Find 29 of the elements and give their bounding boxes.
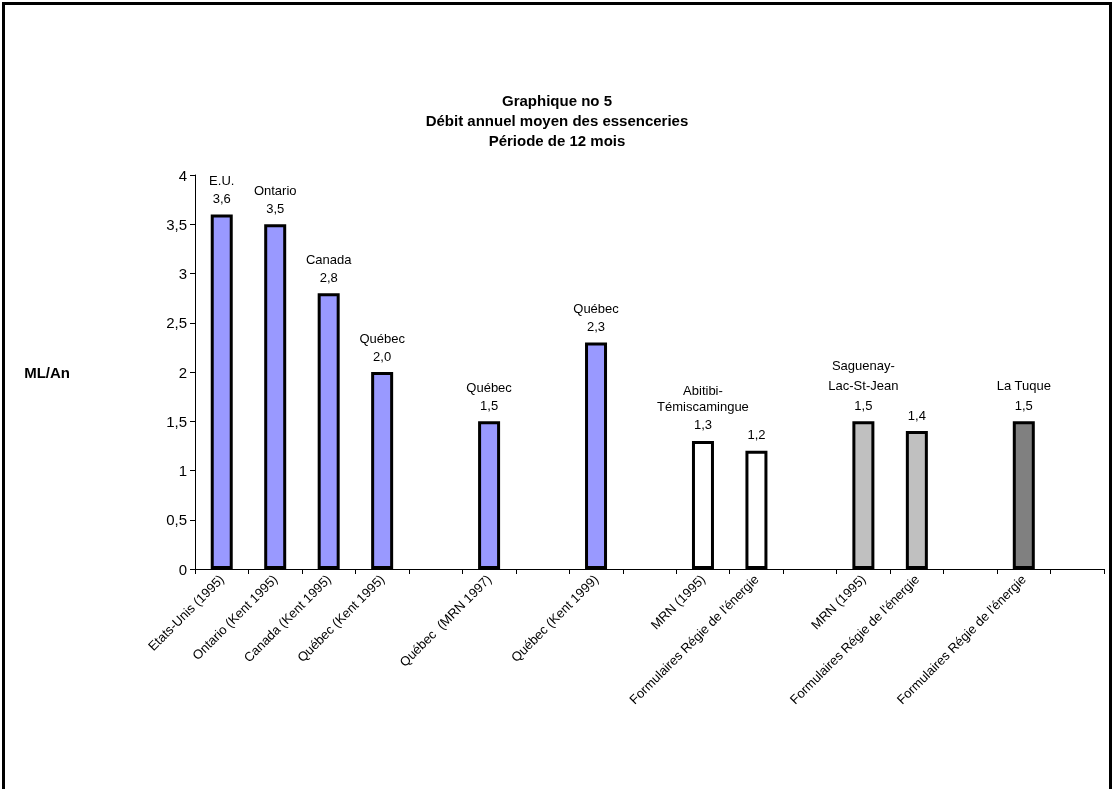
y-tick-label: 4 xyxy=(178,166,187,184)
y-tick-label: 1,5 xyxy=(166,412,187,430)
annotation: Abitibi- Témiscamingue xyxy=(657,383,749,415)
y-axis-title: ML/An xyxy=(24,363,70,381)
data-label: 1,4 xyxy=(907,407,926,423)
annotation: Canada xyxy=(305,251,353,267)
chart-title: Graphique no 5 Débit annuel moyen des essenceries Période de 12 mois xyxy=(425,91,689,149)
y-tick-label: 2 xyxy=(178,363,187,381)
annotation: Québec xyxy=(359,330,406,346)
y-tick-label: 0,5 xyxy=(166,511,187,529)
data-label: 3,6 xyxy=(212,190,231,206)
data-label: 2,0 xyxy=(373,348,392,364)
data-label: La Tuque 1,5 xyxy=(996,377,1051,413)
data-label: 2,3 xyxy=(586,318,606,334)
annotation: Ontario xyxy=(253,182,297,198)
annotation: Québec xyxy=(573,300,620,316)
y-tick-label: 3 xyxy=(178,265,187,282)
y-tick-label: 3,5 xyxy=(166,215,187,233)
data-label: 1,2 xyxy=(747,427,766,443)
y-tick-label: 2,5 xyxy=(166,314,187,332)
data-label: 1,3 xyxy=(693,417,713,433)
data-label: Saguenay- Lac-St-Jean 1,5 xyxy=(828,357,899,413)
data-label: 3,5 xyxy=(266,200,285,216)
annotation: E.U. xyxy=(209,172,235,188)
y-tick-label: 1 xyxy=(178,462,187,479)
data-label: 1,5 xyxy=(480,397,499,413)
y-tick-label: 0 xyxy=(178,560,187,578)
data-label: 2,8 xyxy=(319,269,338,285)
annotation: Québec xyxy=(466,379,513,395)
